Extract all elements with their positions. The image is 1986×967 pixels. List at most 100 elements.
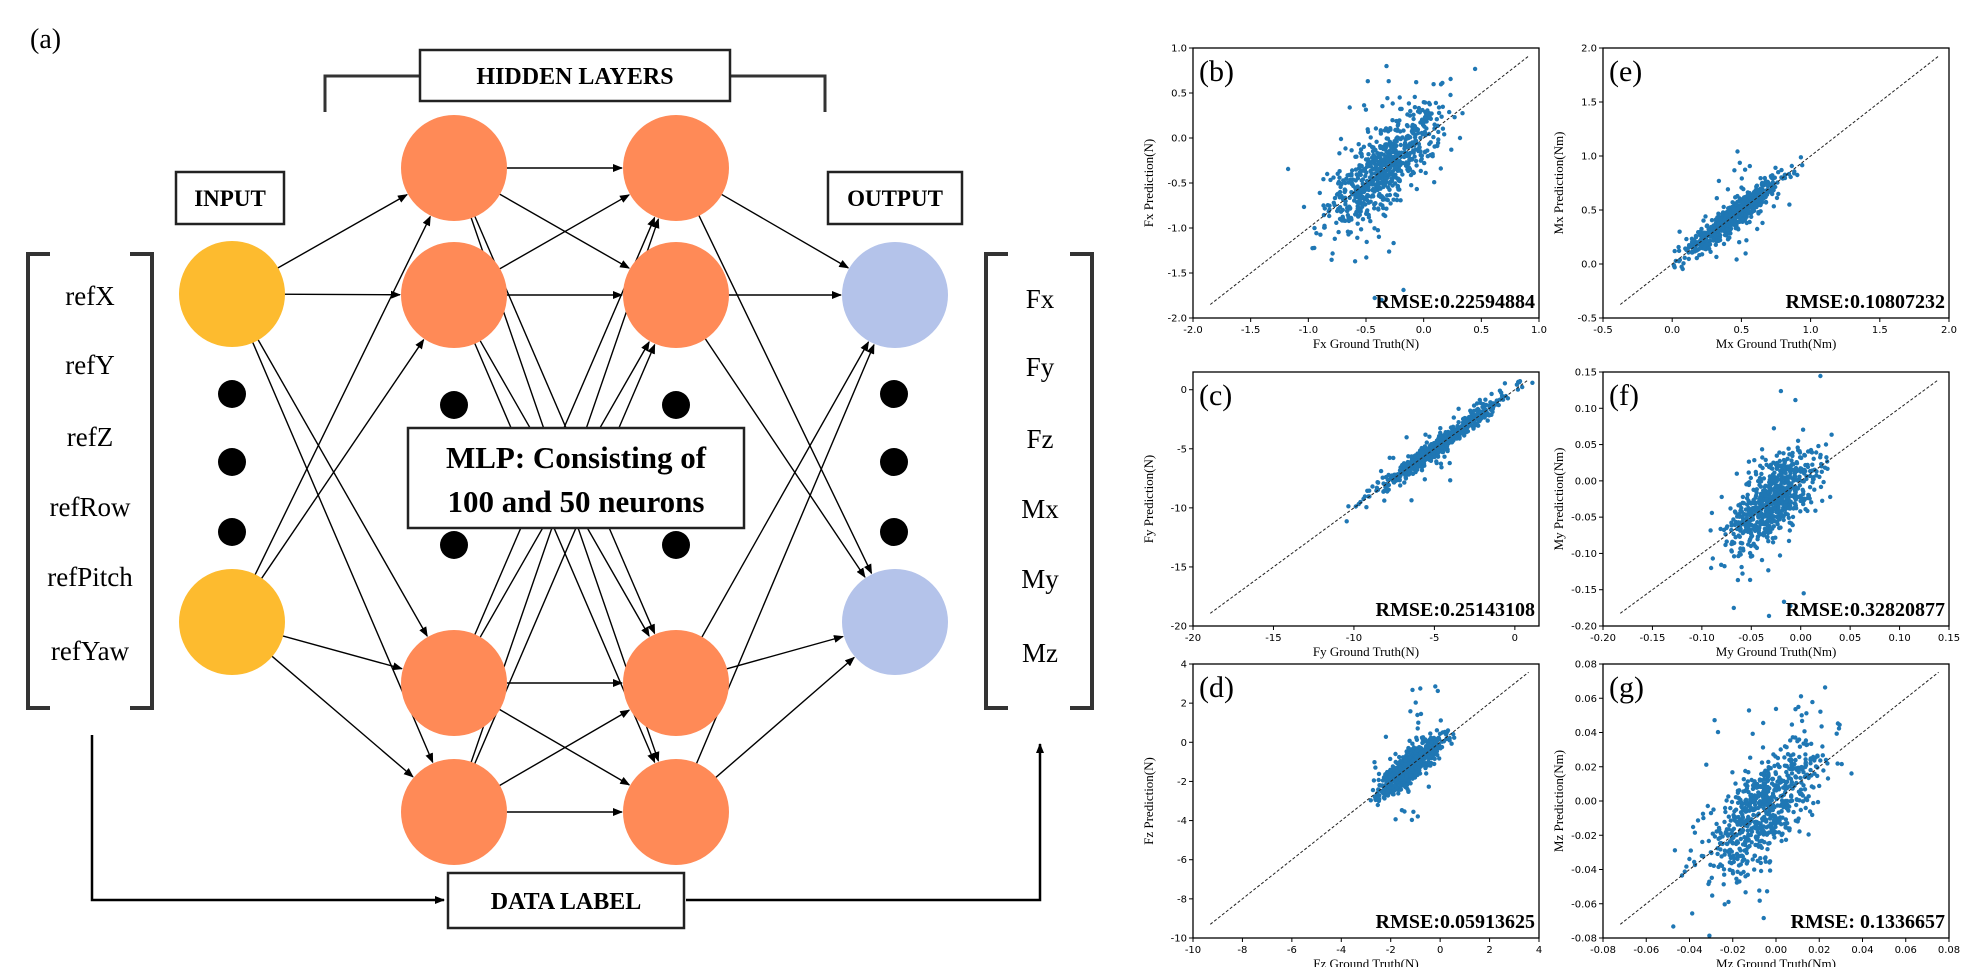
scatter-point — [1392, 472, 1397, 477]
scatter-point — [1359, 178, 1364, 183]
scatter-point — [1484, 402, 1489, 408]
scatter-point — [1735, 207, 1741, 212]
scatter-point — [1818, 758, 1823, 763]
scatter-point — [1413, 132, 1418, 137]
scatter-point — [1767, 494, 1773, 499]
ellipsis-dot — [662, 391, 690, 419]
scatter-point — [1799, 713, 1804, 718]
scatter-point — [1793, 735, 1798, 740]
scatter-point — [1384, 63, 1389, 69]
x-tick-label: 2.0 — [1941, 325, 1957, 336]
scatter-point — [1813, 755, 1818, 760]
scatter-point — [1802, 787, 1808, 792]
input-refx: refX — [65, 281, 115, 311]
scatter-point — [1726, 899, 1731, 905]
scatter-chart-0: -2.0 -1.5 -1.0 -0.5 0.0 0.5 1.0 -2.0 -1.5 -1.0 -0.… — [1141, 44, 1547, 352]
ellipsis-dot — [218, 448, 246, 476]
scatter-point — [1797, 450, 1803, 455]
scatter-point — [1436, 105, 1442, 110]
output-label: OUTPUT — [847, 186, 943, 211]
scatter-point — [1422, 477, 1428, 482]
scatter-point — [1748, 832, 1754, 838]
y-tick-label: -5 — [1177, 444, 1187, 455]
x-tick-label: -4 — [1336, 945, 1346, 956]
scatter-point — [1413, 463, 1419, 469]
scatter-point — [1696, 230, 1701, 235]
scatter-point — [1424, 440, 1430, 445]
scatter-point — [1347, 105, 1352, 110]
y-tick-label: 0.00 — [1575, 476, 1597, 487]
scatter-point — [1376, 771, 1382, 777]
scatter-point — [1378, 194, 1383, 200]
data-label-box — [446, 871, 686, 930]
scatter-point — [1797, 754, 1802, 760]
scatter-point — [1688, 848, 1694, 853]
scatter-point — [1385, 193, 1390, 198]
scatter-points — [1344, 379, 1535, 524]
scatter-point — [1385, 136, 1391, 141]
scatter-point — [1762, 781, 1768, 786]
y-tick-label: 0.00 — [1575, 797, 1597, 808]
y-tick-label: 0.05 — [1575, 440, 1597, 451]
scatter-point — [1753, 469, 1759, 475]
scatter-point — [1387, 150, 1393, 155]
scatter-point — [1745, 492, 1750, 497]
scatter-point — [1684, 864, 1689, 869]
scatter-point — [1766, 765, 1771, 770]
scatter-point — [1409, 498, 1414, 503]
scatter-point — [1776, 477, 1781, 482]
scatter-point — [1783, 817, 1789, 822]
scatter-point — [1318, 232, 1323, 237]
scatter-point — [1718, 835, 1723, 840]
scatter-point — [1820, 498, 1825, 503]
scatter-point — [1774, 453, 1780, 458]
scatter-point — [1408, 709, 1413, 714]
scatter-point — [1285, 166, 1291, 172]
ellipsis-dot — [662, 531, 690, 559]
y-tick-label: 0.5 — [1581, 206, 1597, 217]
scatter-point — [1361, 200, 1366, 206]
scatter-point — [1423, 765, 1428, 771]
scatter-point — [1754, 193, 1759, 198]
scatter-point — [1770, 536, 1776, 541]
scatter-point — [1317, 190, 1323, 196]
scatter-point — [1774, 466, 1780, 471]
scatter-point — [1774, 510, 1779, 515]
scatter-point — [1791, 809, 1796, 815]
scatter-point — [1784, 496, 1790, 501]
scatter-point — [1781, 517, 1786, 523]
input-bracket-right — [130, 252, 154, 710]
ellipsis-dot — [440, 391, 468, 419]
scatter-point — [1456, 420, 1461, 425]
scatter-point — [1722, 216, 1727, 222]
scatter-point — [1474, 412, 1480, 417]
y-tick-label: 0.04 — [1575, 728, 1597, 739]
scatter-point — [1404, 123, 1410, 128]
connection-arrow — [264, 649, 414, 778]
scatter-point — [1777, 450, 1782, 455]
scatter-point — [1794, 460, 1799, 465]
scatter-point — [1356, 142, 1361, 147]
scatter-point — [1793, 818, 1799, 823]
scatter-point — [1766, 613, 1772, 619]
scatter-point — [1740, 494, 1746, 500]
scatter-point — [1347, 206, 1353, 211]
scatter-point — [1805, 462, 1810, 468]
x-tick-label: 2 — [1486, 945, 1492, 956]
scatter-point — [1405, 112, 1410, 117]
scatter-point — [1715, 729, 1721, 735]
x-tick-label: -0.05 — [1738, 633, 1764, 644]
scatter-point — [1363, 173, 1368, 179]
scatter-point — [1321, 203, 1326, 208]
scatter-point — [1454, 434, 1459, 440]
scatter-point — [1406, 161, 1411, 166]
scatter-point — [1460, 111, 1465, 116]
hidden-node-layer2 — [623, 115, 729, 221]
scatter-point — [1759, 186, 1764, 191]
scatter-point — [1410, 471, 1416, 476]
scatter-point — [1682, 255, 1687, 260]
scatter-point — [1711, 238, 1716, 243]
scatter-point — [1403, 762, 1408, 767]
scatter-point — [1416, 762, 1422, 767]
scatter-point — [1373, 157, 1379, 163]
